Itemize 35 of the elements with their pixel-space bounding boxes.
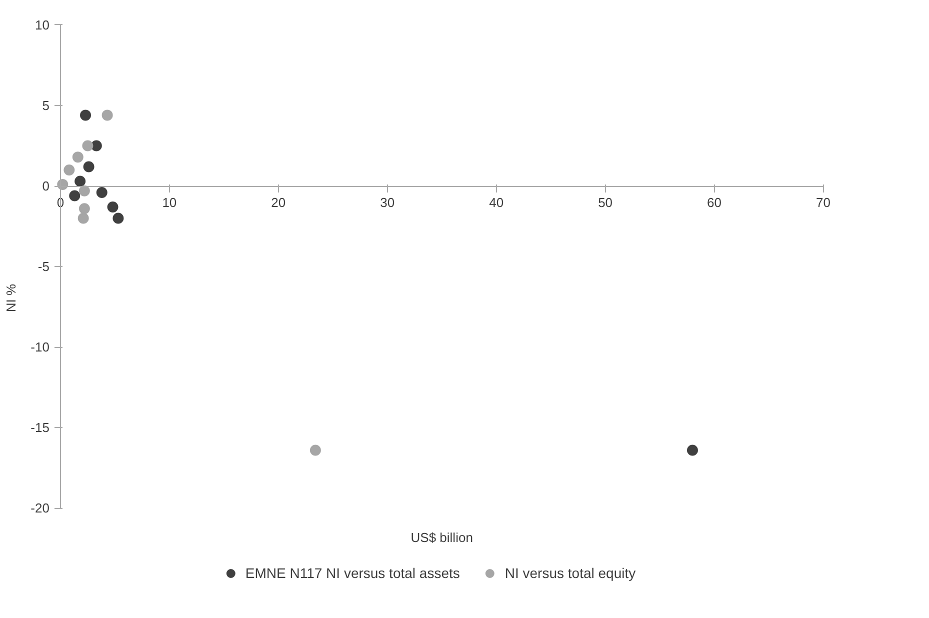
legend-label: NI versus total equity xyxy=(504,565,636,581)
point xyxy=(72,152,84,163)
point xyxy=(80,110,92,121)
point xyxy=(686,444,698,456)
x-tick-label: 60 xyxy=(707,195,722,210)
y-tick-label: 10 xyxy=(34,17,50,32)
point xyxy=(102,110,113,121)
point xyxy=(78,203,90,214)
point xyxy=(83,161,94,172)
x-tick-label: 70 xyxy=(816,195,830,210)
y-tick-label: -5 xyxy=(38,259,50,274)
y-tick-label: -20 xyxy=(30,500,50,516)
point xyxy=(107,202,118,212)
point xyxy=(78,212,89,224)
x-tick-label: 40 xyxy=(489,195,504,210)
legend-label: EMNE N117 NI versus total assets xyxy=(245,565,460,581)
x-tick-label: 50 xyxy=(598,195,613,210)
point xyxy=(64,164,75,176)
point xyxy=(74,176,86,187)
point xyxy=(82,140,94,152)
point xyxy=(90,140,102,152)
point xyxy=(310,444,321,456)
x-axis-title: US$ billion xyxy=(410,530,473,546)
y-tick-label: -15 xyxy=(30,420,50,436)
x-tick-label: 30 xyxy=(380,195,395,210)
y-axis-title: NI % xyxy=(4,283,18,312)
point xyxy=(78,185,90,196)
y-tick-label: 5 xyxy=(42,98,50,114)
x-tick-label: 10 xyxy=(162,195,177,210)
point xyxy=(69,190,80,202)
x-tick-label: 20 xyxy=(271,195,286,210)
y-tick-label: -10 xyxy=(30,340,50,355)
point xyxy=(96,187,108,198)
y-tick-label: 0 xyxy=(42,178,50,194)
point xyxy=(112,212,124,224)
